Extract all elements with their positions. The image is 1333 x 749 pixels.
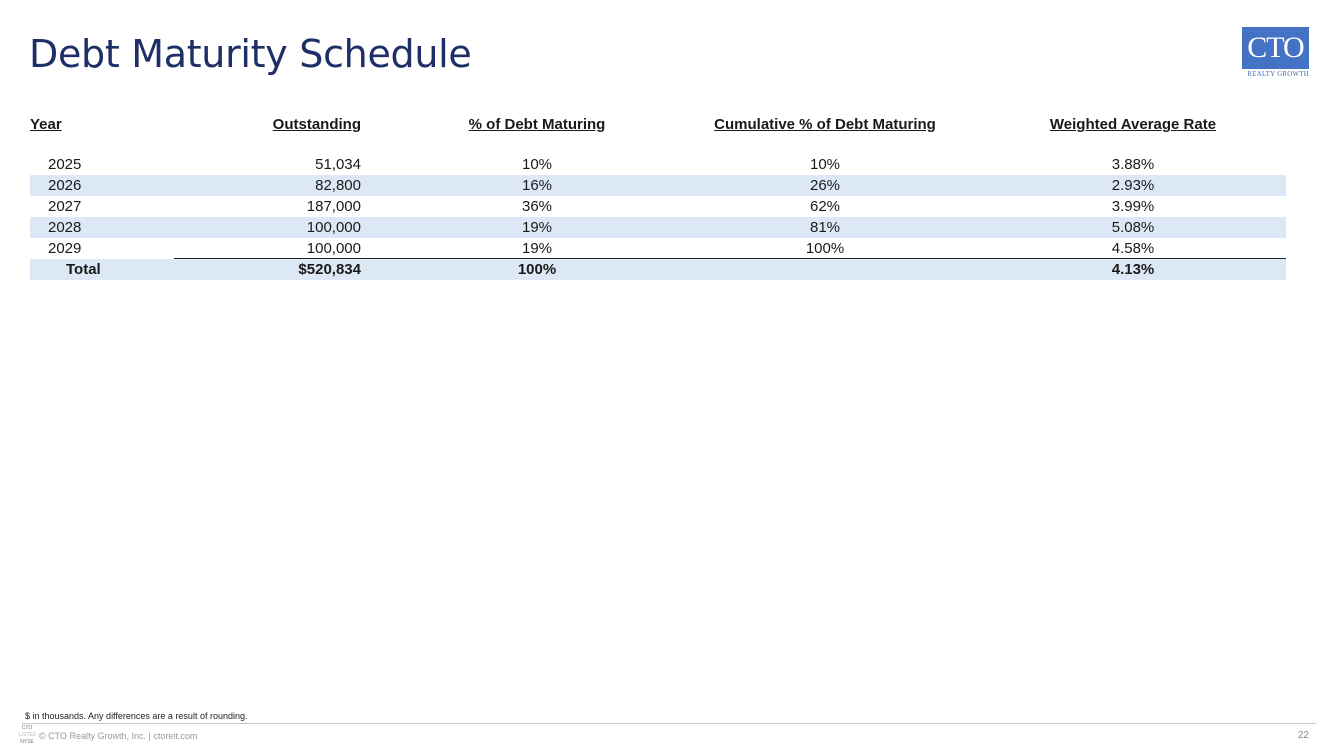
cell-pct: 19%: [521, 240, 553, 257]
table-row: 2029 100,000 19% 100% 4.58%: [30, 238, 1286, 259]
table-row: 2027 187,000 36% 62% 3.99%: [30, 196, 1286, 217]
cell-outstanding: 187,000: [306, 198, 361, 215]
cell-cumulative: 100%: [805, 240, 845, 257]
page-title: Debt Maturity Schedule: [29, 32, 472, 76]
cell-pct: 36%: [521, 198, 553, 215]
table-header-row: Year Outstanding % of Debt Maturing Cumu…: [30, 113, 1286, 137]
cell-cumulative: 81%: [809, 219, 841, 236]
company-logo: CTO REALTY GROWTH: [1242, 27, 1309, 79]
debt-maturity-table: Year Outstanding % of Debt Maturing Cumu…: [30, 113, 1286, 280]
cell-outstanding: 100,000: [306, 240, 361, 257]
cell-rate: 2.93%: [1111, 177, 1155, 194]
footer-copyright: © CTO Realty Growth, Inc. | ctoreit.com: [39, 731, 198, 741]
total-pct: 100%: [517, 261, 557, 278]
page-number: 22: [1297, 730, 1309, 741]
total-label: Total: [66, 261, 101, 278]
table-row: 2028 100,000 19% 81% 5.08%: [30, 217, 1286, 238]
cell-outstanding: 100,000: [306, 219, 361, 236]
cell-cumulative: 62%: [809, 198, 841, 215]
cell-outstanding: 51,034: [315, 156, 361, 173]
nyse-listed-mark: CTO LISTED NYSE: [19, 725, 37, 747]
table-total-row: Total $520,834 100% 4.13%: [30, 259, 1286, 280]
header-weighted-rate: Weighted Average Rate: [1049, 116, 1217, 133]
cell-rate: 3.88%: [1111, 156, 1155, 173]
cell-year: 2027: [48, 198, 82, 215]
ticker-mid: LISTED: [19, 732, 37, 738]
total-outstanding: $520,834: [298, 261, 361, 278]
total-divider: [174, 258, 1286, 259]
ticker-top: CTO: [21, 725, 33, 731]
cell-pct: 10%: [521, 156, 553, 173]
cell-pct: 19%: [521, 219, 553, 236]
cell-cumulative: 26%: [809, 177, 841, 194]
header-cumulative-pct: Cumulative % of Debt Maturing: [714, 116, 936, 133]
cell-rate: 5.08%: [1111, 219, 1155, 236]
header-pct-maturing: % of Debt Maturing: [468, 116, 606, 133]
cell-outstanding: 82,800: [315, 177, 361, 194]
cell-year: 2026: [48, 177, 82, 194]
ticker-bottom: NYSE: [20, 739, 34, 745]
cell-year: 2029: [48, 240, 82, 257]
footnote: $ in thousands. Any differences are a re…: [25, 711, 248, 721]
footer-divider: [22, 723, 1316, 724]
cell-rate: 3.99%: [1111, 198, 1155, 215]
total-rate: 4.13%: [1111, 261, 1155, 278]
header-outstanding: Outstanding: [272, 116, 361, 133]
cell-cumulative: 10%: [809, 156, 841, 173]
header-year: Year: [30, 116, 62, 133]
cell-pct: 16%: [521, 177, 553, 194]
cell-year: 2025: [48, 156, 82, 173]
cell-rate: 4.58%: [1111, 240, 1155, 257]
cell-year: 2028: [48, 219, 82, 236]
logo-mark: CTO: [1242, 27, 1309, 69]
table-row: 2025 51,034 10% 10% 3.88%: [30, 154, 1286, 175]
logo-subtext: REALTY GROWTH: [1247, 70, 1309, 78]
table-row: 2026 82,800 16% 26% 2.93%: [30, 175, 1286, 196]
